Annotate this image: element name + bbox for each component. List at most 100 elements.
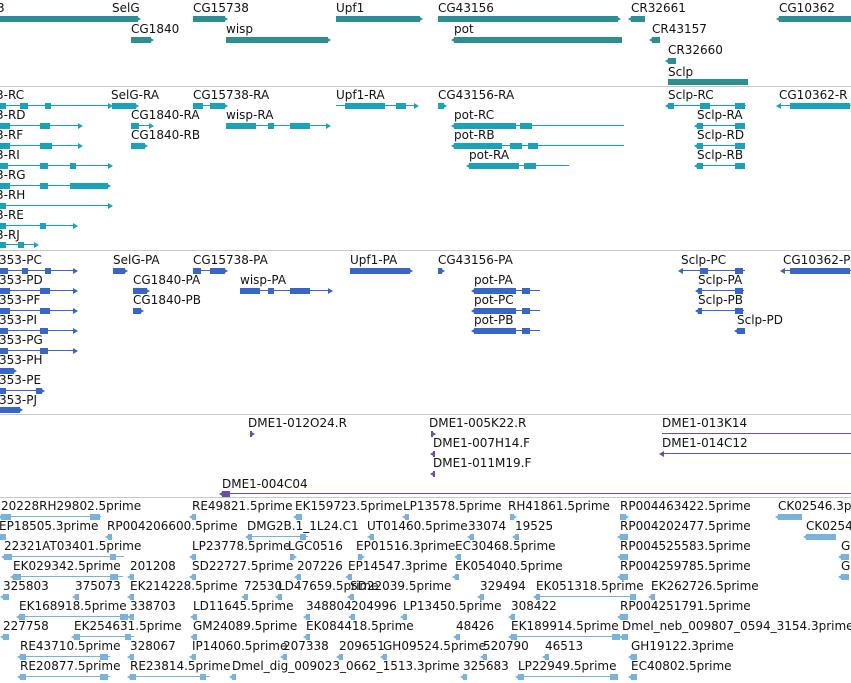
feature-label: RP004206600.5prime: [107, 519, 238, 533]
feature-bar: [620, 514, 626, 520]
exon-block: [0, 288, 10, 294]
feature-bar: [383, 654, 387, 660]
feature-bar: [370, 534, 374, 540]
strand-arrow-icon: [775, 514, 780, 520]
feature-bar: [545, 654, 549, 660]
intron-line: [662, 453, 851, 454]
feature-bar: [350, 594, 354, 600]
exon-block: [40, 143, 52, 149]
strand-arrow-icon: [678, 268, 683, 274]
intron-line: [0, 185, 108, 186]
feature-label: 201208: [130, 559, 176, 573]
feature-label: LP22949.5prime: [518, 659, 617, 673]
exon-block: [697, 163, 703, 169]
feature-label: CG15738-PA: [193, 253, 268, 267]
intron-line: [454, 145, 624, 146]
feature-bar: [232, 674, 236, 680]
feature-label: 48426: [456, 619, 495, 633]
exon-block: [522, 288, 530, 294]
strand-arrow-icon: [734, 328, 739, 334]
feature-label: Sclp-RB: [697, 148, 744, 162]
exon-block: [19, 614, 25, 620]
strand-arrow-icon: [190, 634, 195, 640]
feature-label: CG1840-PA: [133, 273, 201, 287]
strand-arrow-icon: [345, 574, 350, 580]
exon-block: [528, 143, 538, 149]
feature-label: EK029342.5prime: [13, 559, 121, 573]
strand-arrow-icon: [431, 431, 436, 437]
exon-block: [200, 674, 206, 680]
feature-bar: [112, 16, 138, 22]
feature-label: RE23814.5prime: [130, 659, 231, 673]
feature-bar: [438, 16, 618, 22]
strand-arrow-icon: [400, 614, 405, 620]
intron-line: [130, 676, 210, 677]
exon-block: [45, 103, 51, 109]
feature-label: RE20877.5prime: [20, 659, 121, 673]
feature-bar: [457, 554, 461, 560]
transcript-track: 3-RC 3-RD 3-RF 3-RI 3-RG 3-RH 3-RE 3-RJ SelG-RA C…: [0, 87, 851, 250]
exon-block: [0, 328, 8, 334]
strand-arrow-icon: [245, 534, 250, 540]
strand-arrow-icon: [617, 614, 622, 620]
feature-label: EC30468.5prime: [455, 539, 556, 553]
strand-arrow-icon: [418, 16, 423, 22]
exon-block: [735, 288, 743, 294]
exon-block: [700, 103, 710, 109]
feature-label: Sclp-PB: [698, 293, 743, 307]
feature-label: DMG2B.1_1L24.C1: [247, 519, 359, 533]
exon-block: [70, 183, 108, 189]
feature-label: CR32661: [631, 1, 686, 15]
est-track: 20228RH29802.5prime RE49821.5prime EK15972…: [0, 498, 851, 683]
feature-label: Upf1-RA: [336, 88, 385, 102]
feature-label: LD11645.5prime: [193, 599, 294, 613]
strand-arrow-icon: [78, 123, 83, 129]
feature-label: Sclp-PD: [737, 313, 783, 327]
exon-block: [630, 594, 636, 600]
intron-line: [1, 516, 101, 517]
strand-arrow-icon: [223, 16, 228, 22]
intron-line: [248, 536, 308, 537]
strand-arrow-icon: [649, 37, 654, 43]
feature-label: UT01460.5prime: [367, 519, 468, 533]
exon-block: [511, 634, 517, 640]
feature-label: EK054040.5prime: [455, 559, 563, 573]
feature-bar: [112, 103, 136, 109]
strand-arrow-icon: [347, 594, 352, 600]
strand-arrow-icon: [72, 594, 77, 600]
feature-bar: [297, 574, 301, 580]
strand-arrow-icon: [127, 594, 132, 600]
feature-label: 3-RG: [0, 168, 26, 182]
feature-bar: [130, 654, 134, 660]
feature-bar: [193, 16, 225, 22]
strand-arrow-icon: [408, 268, 413, 274]
feature-label: wisp-RA: [226, 108, 274, 122]
exon-block: [45, 268, 51, 274]
feature-label: 22321AT03401.5prime: [4, 539, 142, 553]
feature-label: RP004525583.5prime: [620, 539, 751, 553]
feature-label: CG1840-PB: [133, 293, 202, 307]
exon-block: [290, 288, 310, 294]
feature-bar: [296, 514, 302, 520]
strand-arrow-icon: [123, 268, 128, 274]
feature-label: CG43156: [438, 1, 494, 15]
feature-label: CK0254: [806, 519, 851, 533]
feature-bar: [192, 654, 196, 660]
feature-label: 3: [0, 1, 5, 15]
exon-block: [790, 103, 850, 109]
feature-label: EK084418.5prime: [306, 619, 414, 633]
track-separator: [0, 250, 851, 251]
feature-label: GH19122.3prime: [631, 639, 734, 653]
strand-arrow-icon: [616, 16, 621, 22]
strand-arrow-icon: [294, 574, 299, 580]
feature-bar: [131, 37, 151, 43]
feature-bar: [652, 37, 660, 43]
feature-bar: [841, 574, 849, 580]
strand-arrow-icon: [648, 594, 653, 600]
exon-block: [0, 183, 10, 189]
strand-arrow-icon: [624, 514, 629, 520]
feature-bar: [130, 594, 134, 600]
feature-label: 328067: [130, 639, 176, 653]
feature-label: GM24089.5prime: [193, 619, 298, 633]
strand-arrow-icon: [10, 574, 15, 580]
